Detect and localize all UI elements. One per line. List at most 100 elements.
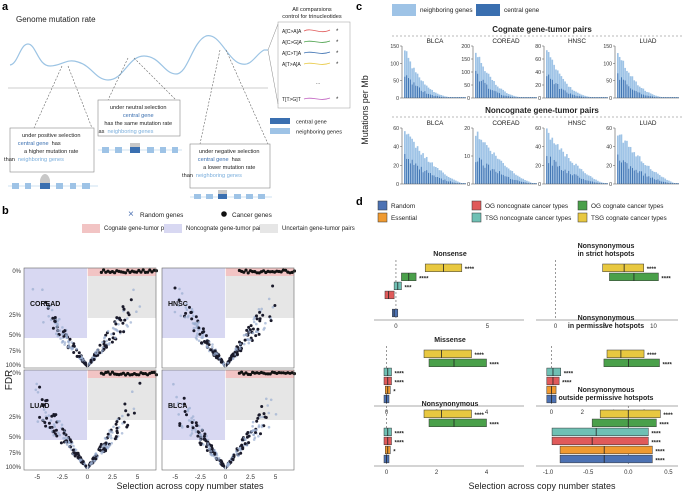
central-bar <box>409 163 411 184</box>
neighbor-bar <box>515 174 517 184</box>
neighbor-bar <box>487 73 490 98</box>
boxplot-title: Nonsynonymous <box>422 401 479 408</box>
random-gene-point <box>47 305 50 309</box>
neighbor-bar <box>484 142 486 184</box>
central-bar <box>672 97 674 98</box>
boxplot-title: outside permissive hotspots <box>559 395 654 402</box>
central-bar <box>564 90 566 98</box>
cancer-gene-point <box>139 270 143 274</box>
random-gene-point <box>191 314 195 318</box>
central-bar <box>491 169 493 184</box>
central-bar <box>417 165 419 184</box>
central-bar <box>497 173 499 184</box>
cancer-gene-point <box>251 270 255 274</box>
random-gene-point <box>105 339 108 343</box>
central-bar <box>584 97 586 98</box>
significance: **** <box>564 371 574 377</box>
random-gene-point <box>63 341 67 344</box>
central-bar <box>486 163 488 184</box>
central-bar <box>586 180 588 184</box>
random-gene-point <box>56 329 60 332</box>
random-gene-point <box>81 358 85 362</box>
central-bar <box>510 96 511 98</box>
neighbor-bar <box>622 60 625 98</box>
central-bar <box>637 172 639 184</box>
plot-title: BLCA <box>427 38 444 45</box>
cancer-gene-point <box>258 319 262 323</box>
central-bar <box>418 87 420 98</box>
y-tick: 0 <box>609 96 612 102</box>
neighbor-bar <box>489 150 492 184</box>
mutation-rate-curve <box>9 35 268 81</box>
connector-neutral-right <box>133 57 177 101</box>
neighbor-bar <box>491 79 494 98</box>
central-bar <box>646 176 648 184</box>
cancer-gene-point <box>137 373 141 377</box>
cancer-gene-point <box>241 446 245 450</box>
significance: **** <box>490 422 500 428</box>
central-bar <box>479 81 480 98</box>
central-bar <box>502 95 504 98</box>
cancer-gene-point <box>269 319 273 323</box>
neighbor-bar <box>451 178 454 184</box>
central-bar <box>497 92 499 98</box>
cancer-gene-point <box>191 426 195 430</box>
central-bar <box>633 170 635 184</box>
y-tick: 100 <box>461 70 470 76</box>
neighbor-bar <box>569 87 572 98</box>
cancer-gene-point <box>246 271 250 275</box>
cancer-gene-point <box>247 441 251 445</box>
random-gene-point <box>67 445 71 448</box>
neighbor-bar <box>642 88 645 98</box>
cancer-gene-point <box>137 268 141 273</box>
neighbor-bar <box>411 68 413 98</box>
random-gene-point <box>59 337 62 340</box>
random-gene-point <box>66 436 69 440</box>
random-genes-marker: × <box>128 209 134 220</box>
central-bar <box>535 183 537 184</box>
central-bar <box>451 97 453 98</box>
neighbor-bar <box>597 180 599 184</box>
random-gene-point <box>197 329 200 332</box>
fdr-tick: 0% <box>12 371 21 377</box>
random-gene-point <box>242 334 246 337</box>
cancer-gene-point <box>240 370 244 374</box>
panel-c: neighboring genes central gene Cognate g… <box>360 4 682 188</box>
neighbor-bar <box>433 166 435 184</box>
random-gene-point <box>132 407 136 411</box>
random-gene-point <box>57 431 60 435</box>
box <box>546 367 561 376</box>
random-gene-point <box>208 447 212 450</box>
random-gene-point <box>67 345 71 348</box>
cancer-gene-point <box>244 371 248 375</box>
cognate-plot-coread: COREAD 0 50 100 150 200 <box>461 38 537 102</box>
central-bar <box>648 95 650 98</box>
central-bar <box>637 92 639 98</box>
central-bar <box>657 179 659 184</box>
central-bar <box>602 183 604 184</box>
central-bar <box>666 97 668 98</box>
central-bar <box>449 97 451 98</box>
random-gene-point <box>255 330 258 333</box>
central-bar <box>480 81 482 98</box>
cancer-gene-point <box>123 402 127 406</box>
cancer-gene-point <box>243 442 247 446</box>
random-gene-point <box>184 306 188 309</box>
random-gene-point <box>195 326 198 329</box>
comparisons-box <box>277 21 351 109</box>
neighbor-bar <box>431 162 433 184</box>
central-bar <box>477 161 479 184</box>
cancer-gene-point <box>138 381 142 385</box>
neighbor-bar <box>662 177 665 184</box>
cancer-gene-point <box>103 448 107 452</box>
neighbor-bar <box>511 95 514 98</box>
cancer-gene-point <box>107 337 111 341</box>
random-gene-point <box>207 444 210 448</box>
neighbor-bar <box>435 167 437 184</box>
cancer-gene-point <box>194 421 198 425</box>
central-bar <box>631 89 633 98</box>
cancer-gene-point <box>114 322 118 326</box>
neighbor-bar <box>664 178 667 184</box>
legend-neighboring-swatch <box>270 128 290 134</box>
cancer-gene-point <box>266 372 270 376</box>
